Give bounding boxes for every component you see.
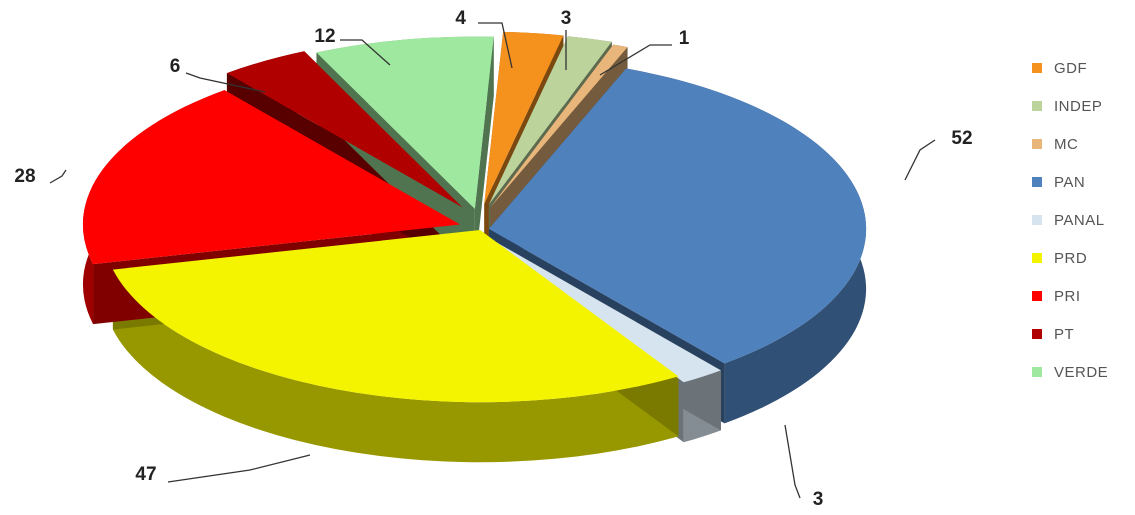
leader-line-prd bbox=[167, 454, 311, 483]
data-label-panal: 3 bbox=[813, 489, 824, 510]
slice-panal bbox=[485, 235, 721, 383]
leader-line-mc bbox=[599, 44, 672, 76]
legend-label-mc: MC bbox=[1054, 136, 1078, 153]
data-label-gdf: 4 bbox=[455, 8, 466, 29]
leader-line-gdf bbox=[478, 22, 513, 69]
legend-swatch-pan bbox=[1032, 177, 1042, 187]
slice-pan bbox=[488, 68, 867, 364]
legend-label-prd: PRD bbox=[1054, 250, 1087, 267]
slice-side-prd bbox=[112, 269, 679, 463]
legend: GDF INDEP MC PAN PANAL PRD PRI PT VERDE bbox=[1032, 60, 1108, 381]
legend-label-verde: VERDE bbox=[1054, 364, 1108, 381]
legend-swatch-pt bbox=[1032, 329, 1042, 339]
leader-line-pt bbox=[185, 72, 266, 93]
slice-indep bbox=[488, 36, 612, 205]
slice-prd bbox=[112, 230, 679, 403]
leader-line-pan bbox=[904, 139, 936, 181]
data-label-pri: 28 bbox=[14, 166, 35, 187]
leader-line-verde bbox=[340, 39, 391, 66]
data-label-indep: 3 bbox=[561, 8, 572, 29]
leader-line-panal bbox=[784, 424, 801, 499]
leader-lines bbox=[49, 22, 936, 499]
legend-label-pri: PRI bbox=[1054, 288, 1081, 305]
data-label-pan: 52 bbox=[951, 128, 972, 149]
legend-swatch-prd bbox=[1032, 253, 1042, 263]
legend-swatch-mc bbox=[1032, 139, 1042, 149]
data-label-prd: 47 bbox=[135, 464, 156, 485]
slice-mc bbox=[490, 44, 628, 208]
leader-line-pri bbox=[49, 169, 67, 184]
slice-pt bbox=[226, 51, 463, 208]
legend-swatch-pri bbox=[1032, 291, 1042, 301]
data-label-verde: 12 bbox=[314, 26, 335, 47]
slice-wall-verde-1 bbox=[474, 36, 494, 269]
slice-pri bbox=[82, 90, 461, 265]
legend-label-panal: PANAL bbox=[1054, 212, 1105, 229]
legend-swatch-verde bbox=[1032, 367, 1042, 377]
legend-swatch-gdf bbox=[1032, 63, 1042, 73]
legend-label-pt: PT bbox=[1054, 326, 1074, 343]
legend-label-indep: INDEP bbox=[1054, 98, 1102, 115]
legend-label-pan: PAN bbox=[1054, 174, 1085, 191]
slice-gdf bbox=[484, 31, 564, 204]
slice-verde bbox=[316, 36, 494, 209]
legend-swatch-indep bbox=[1032, 101, 1042, 111]
legend-swatch-panal bbox=[1032, 215, 1042, 225]
data-labels: 4 3 1 52 3 47 28 6 12 bbox=[14, 8, 972, 510]
data-label-pt: 6 bbox=[170, 56, 181, 77]
legend-label-gdf: GDF bbox=[1054, 60, 1087, 77]
data-label-mc: 1 bbox=[679, 28, 690, 49]
pie-slice-tops bbox=[82, 31, 867, 403]
